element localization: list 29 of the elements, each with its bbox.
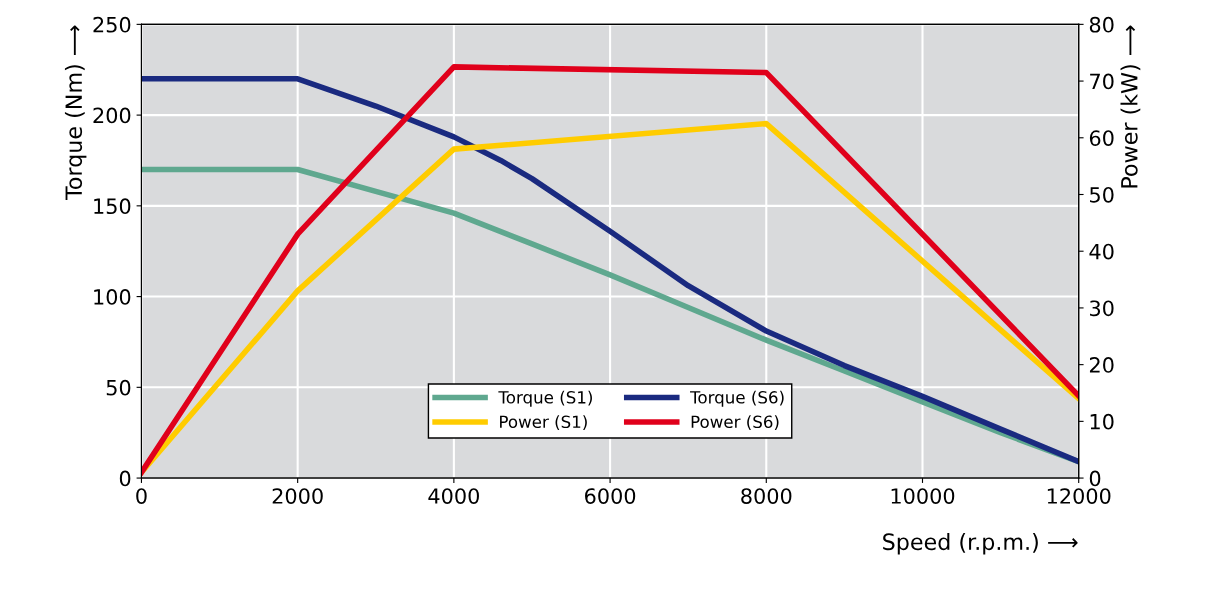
y-tick-label: 0 — [119, 470, 131, 487]
x-tick-label: 10000 — [891, 488, 955, 504]
legend-label: Torque (S6) — [690, 390, 784, 407]
y-tick-label: 150 — [94, 198, 131, 215]
y2-tick-label: 50 — [1090, 186, 1114, 203]
x-tick-label: 6000 — [585, 488, 636, 504]
y-tick-label: 200 — [93, 107, 131, 124]
y2-tick-label: 60 — [1089, 130, 1114, 146]
y-tick-label: 100 — [94, 289, 131, 305]
y2-tick-label: 0 — [1089, 470, 1101, 487]
y2-tick-label: 30 — [1090, 300, 1114, 317]
x-axis-title: Speed (r.p.m.) ⟶ — [883, 532, 1078, 555]
y2-tick-label: 70 — [1090, 73, 1114, 90]
x-tick-label: 0 — [136, 488, 147, 504]
legend-label: Torque (S1) — [498, 390, 592, 407]
y2-tick-label: 10 — [1090, 413, 1114, 430]
y2-tick-label: 40 — [1089, 243, 1114, 260]
y-tick-label: 250 — [93, 16, 131, 33]
x-tick-label: 2000 — [272, 488, 323, 504]
y2-axis-title: Power (kW) ⟶ — [1120, 25, 1141, 188]
x-tick-label: 8000 — [741, 488, 792, 504]
y-axis-title: Torque (Nm) ⟶ — [64, 25, 87, 201]
y-tick-label: 50 — [106, 379, 131, 396]
x-tick-label: 4000 — [428, 488, 479, 504]
legend-label: Power (S1) — [500, 415, 587, 431]
y2-tick-label: 20 — [1089, 357, 1114, 373]
legend-label: Power (S6) — [691, 415, 779, 431]
y2-tick-label: 80 — [1089, 16, 1114, 33]
x-tick-label: 12000 — [1047, 488, 1111, 504]
